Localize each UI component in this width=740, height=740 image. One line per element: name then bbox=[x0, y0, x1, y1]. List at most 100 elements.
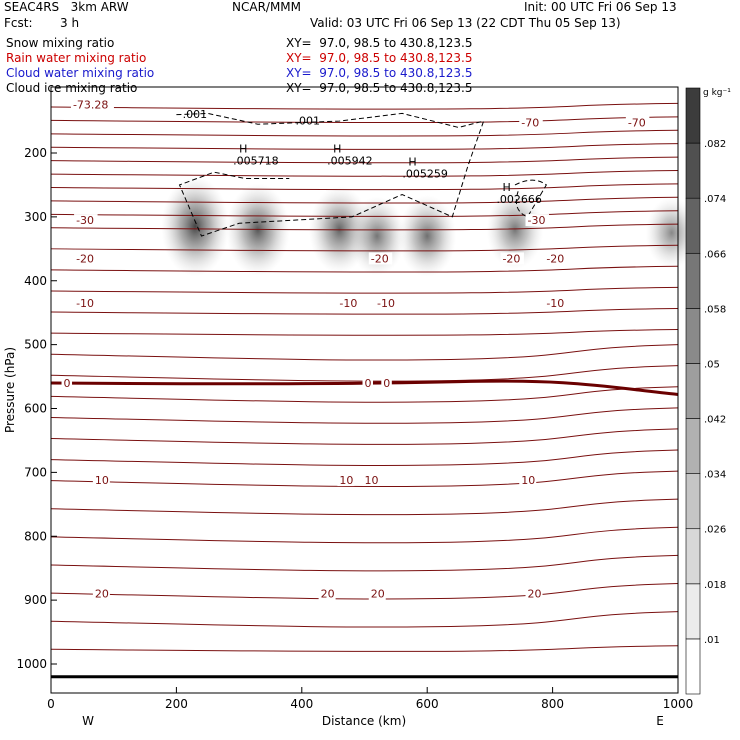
isotherm-label--70-1: -70 bbox=[628, 116, 646, 129]
isotherm-min-label-bg bbox=[70, 98, 114, 111]
isotherm-label-10-0: 10 bbox=[95, 474, 109, 487]
legend-snow-xy: XY= 97.0, 98.5 to 430.8,123.5 bbox=[286, 36, 473, 50]
contour-labels: -73.28 -70 -70 -30 -30 -20 -20 -20 -20 -10 -10 -10 -… bbox=[61, 98, 650, 601]
isotherm-label--10-1-bg bbox=[337, 297, 361, 310]
snow-max-value-0: .005718 bbox=[233, 155, 279, 168]
isotherm-label--30-1-bg bbox=[525, 214, 550, 227]
isotherm-line-11 bbox=[50, 265, 679, 273]
cloud-ice-contour bbox=[176, 112, 547, 237]
legend-cloudice-xy: XY= 97.0, 98.5 to 430.8,123.5 bbox=[286, 81, 473, 95]
isotherm-label--10-1: -10 bbox=[339, 297, 357, 310]
colorbar-label-2: .026 bbox=[704, 525, 726, 536]
isotherm-label--20-1: -20 bbox=[371, 252, 389, 265]
isotherm-line-0 bbox=[50, 102, 679, 110]
cloud-ice-dashed-line bbox=[176, 112, 485, 237]
snow-max-h-1: H bbox=[333, 143, 341, 156]
legend-rain-xy: XY= 97.0, 98.5 to 430.8,123.5 bbox=[286, 51, 473, 65]
colorbar-label-4: .042 bbox=[704, 415, 726, 426]
isotherm-label-10-3-bg bbox=[519, 474, 537, 487]
isotherm-label--20-0-bg bbox=[74, 252, 98, 265]
isotherm-label-20-0: 20 bbox=[95, 588, 109, 601]
legend-cloudwater-xy: XY= 97.0, 98.5 to 430.8,123.5 bbox=[286, 66, 473, 80]
isotherm-line-21 bbox=[50, 470, 679, 488]
fcst-value: 3 h bbox=[60, 16, 80, 30]
direction-east-label: E bbox=[656, 714, 664, 728]
snow-max-h-3: H bbox=[502, 181, 510, 194]
x-tick-label-3: 600 bbox=[416, 697, 439, 711]
isotherm-label--20-3: -20 bbox=[546, 252, 564, 265]
colorbar-label-8: .074 bbox=[704, 194, 726, 205]
isotherm-line-6 bbox=[50, 183, 679, 191]
snow-cell-0 bbox=[161, 176, 230, 277]
isotherm-label--70-1-bg bbox=[625, 116, 650, 129]
isotherm-label-0-0-bg bbox=[61, 376, 73, 389]
colorbar-label-3: .034 bbox=[704, 470, 726, 481]
isotherm-line-24 bbox=[50, 554, 679, 572]
snow-max-value-2: .005259 bbox=[402, 167, 448, 180]
isotherm-label--10-3: -10 bbox=[546, 297, 564, 310]
direction-west-label: W bbox=[82, 714, 94, 728]
isotherm-label--10-3-bg bbox=[544, 297, 568, 310]
cloud-ice-dashed-line-east bbox=[514, 179, 547, 218]
isotherm-label--20-1-bg bbox=[368, 252, 393, 265]
legend-snow-label: Snow mixing ratio bbox=[6, 36, 115, 50]
y-tick-label-5: 700 bbox=[24, 465, 47, 479]
isotherm-line-27 bbox=[50, 645, 679, 653]
x-tick-label-0: 0 bbox=[47, 697, 55, 711]
legend-cloudice-label: Cloud ice mixing ratio bbox=[6, 81, 138, 95]
org-name: NCAR/MMM bbox=[232, 0, 302, 14]
isotherm-line-3 bbox=[50, 143, 679, 150]
isotherm-min-label: -73.28 bbox=[73, 98, 108, 111]
isotherm-label--70-0: -70 bbox=[521, 116, 539, 129]
cloud-ice-label-1: .001 bbox=[296, 114, 321, 127]
isotherm-label-10-1: 10 bbox=[339, 474, 353, 487]
isotherm-label--20-3-bg bbox=[544, 252, 568, 265]
colorbar-swatch-0 bbox=[685, 638, 701, 695]
isotherm-label-10-1-bg bbox=[337, 474, 355, 487]
colorbar-swatch-8 bbox=[685, 197, 701, 254]
isotherm-label-20-3-bg bbox=[525, 587, 543, 600]
plot-frame bbox=[50, 86, 679, 694]
x-tick-label-1: 200 bbox=[165, 697, 188, 711]
isotherm-label--10-2-bg bbox=[375, 297, 399, 310]
isotherm-line-23 bbox=[50, 526, 679, 544]
isotherm-line-12 bbox=[50, 286, 679, 294]
isotherm-line-5 bbox=[50, 169, 679, 177]
snow-max-h-0: H bbox=[239, 143, 247, 156]
fcst-label: Fcst: bbox=[4, 16, 33, 30]
colorbar-swatch-5 bbox=[685, 363, 701, 419]
snow-cell-6 bbox=[645, 197, 698, 269]
colorbar-swatch-1 bbox=[685, 583, 701, 640]
isotherm-label--10-0-bg bbox=[74, 297, 98, 310]
colorbar-swatch-2 bbox=[685, 528, 701, 585]
y-axis-title: Pressure (hPa) bbox=[3, 347, 17, 433]
isotherm-line-10 bbox=[50, 244, 679, 252]
isotherm-line-22 bbox=[50, 498, 679, 516]
isotherm-label-0-2: 0 bbox=[383, 377, 390, 390]
x-axis-title: Distance (km) bbox=[322, 714, 406, 728]
isotherm-line-1 bbox=[50, 116, 679, 124]
colorbar-label-9: .082 bbox=[704, 139, 726, 150]
snow-shading bbox=[161, 176, 698, 277]
init-time: Init: 00 UTC Fri 06 Sep 13 bbox=[524, 0, 677, 14]
valid-time: Valid: 03 UTC Fri 06 Sep 13 (22 CDT Thu … bbox=[310, 16, 621, 30]
legend-rain-label: Rain water mixing ratio bbox=[6, 51, 147, 65]
isotherm-label-0-2-bg bbox=[381, 376, 392, 389]
isotherm-label-0-1: 0 bbox=[365, 377, 372, 390]
y-tick-label-2: 400 bbox=[24, 274, 47, 288]
colorbar-swatch-6 bbox=[685, 308, 701, 364]
isotherm-label-20-2: 20 bbox=[371, 588, 385, 601]
isotherm-label-10-2-bg bbox=[362, 474, 380, 487]
isotherm-label-0-0: 0 bbox=[64, 377, 71, 390]
cloud-ice-label-0: .001 bbox=[183, 108, 208, 121]
x-tick-label-4: 800 bbox=[541, 697, 564, 711]
colorbar-label-7: .066 bbox=[704, 249, 726, 260]
y-tick-label-4: 600 bbox=[24, 402, 47, 416]
isotherm-label-0-1-bg bbox=[362, 376, 373, 389]
isotherm-line-13 bbox=[50, 307, 679, 315]
snow-max-h-2: H bbox=[408, 155, 416, 168]
x-tick-label-5: 1000 bbox=[663, 697, 694, 711]
isotherm-line-20 bbox=[50, 449, 679, 466]
colorbar-swatch-10 bbox=[685, 87, 701, 144]
colorbar-unit: g kg⁻¹ bbox=[703, 88, 731, 98]
